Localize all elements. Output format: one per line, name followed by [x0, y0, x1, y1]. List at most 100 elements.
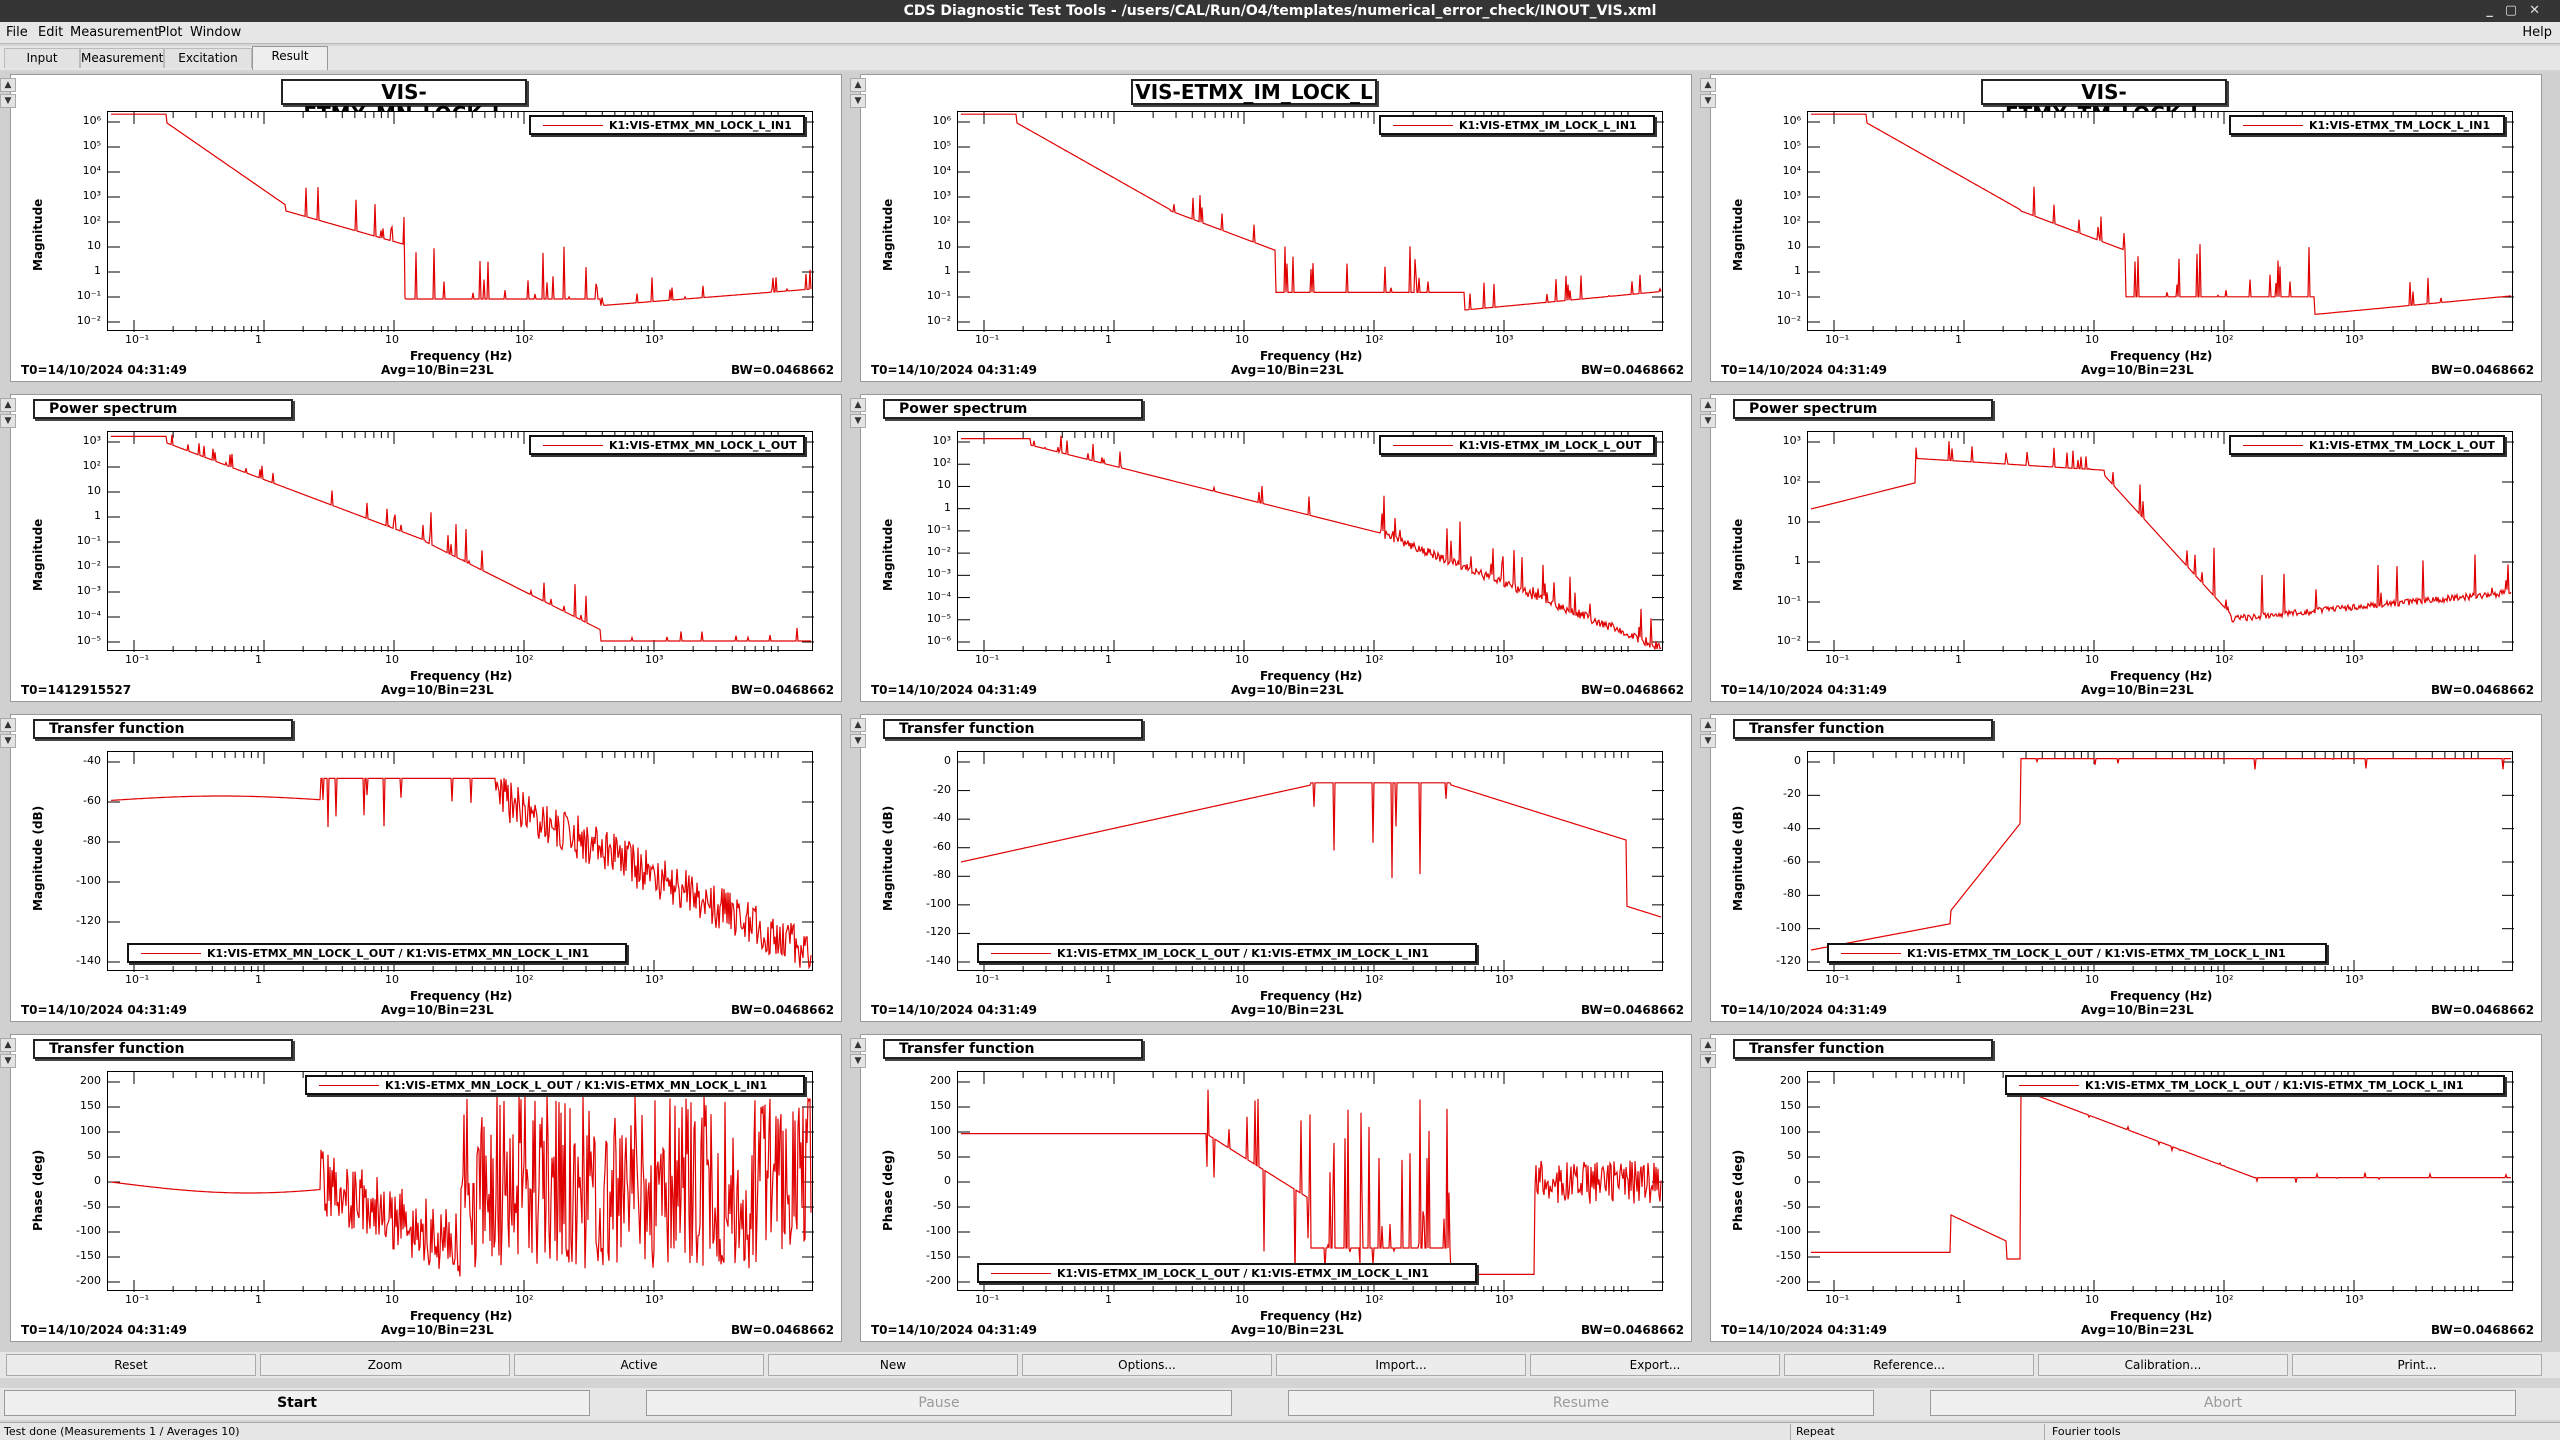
plot-frame[interactable] — [957, 1071, 1664, 1292]
plot-button-reset[interactable]: Reset — [6, 1354, 256, 1376]
plot-button-reference[interactable]: Reference... — [1784, 1354, 2034, 1376]
x-tick-label: 10³ — [2345, 1293, 2364, 1306]
panel-title[interactable]: Power spectrum — [33, 399, 293, 419]
x-tick-label: 10³ — [1495, 333, 1514, 346]
plot-frame[interactable] — [957, 431, 1664, 652]
x-tick-label: 10⁻¹ — [125, 973, 150, 986]
timestamp-label: T0=14/10/2024 04:31:49 — [21, 1003, 188, 1017]
plot-frame[interactable] — [107, 431, 814, 652]
plot-frame[interactable] — [107, 751, 814, 972]
panel-scroll-up-button[interactable]: ▲ — [0, 718, 16, 732]
panel-scroll-down-button[interactable]: ▼ — [0, 1054, 16, 1068]
menu-measurement[interactable]: Measurement — [70, 25, 160, 40]
average-info-label: Avg=10/Bin=23L — [2081, 363, 2194, 377]
panel-scroll-down-button[interactable]: ▼ — [850, 734, 866, 748]
menu-edit[interactable]: Edit — [38, 25, 64, 40]
panel-scroll-down-button[interactable]: ▼ — [0, 414, 16, 428]
panel-scroll-up-button[interactable]: ▲ — [1700, 1038, 1716, 1052]
panel-title[interactable]: Transfer function — [33, 1039, 293, 1059]
panel-title[interactable]: Transfer function — [1733, 719, 1993, 739]
plot-button-export[interactable]: Export... — [1530, 1354, 1780, 1376]
y-tick-label: 10³ — [82, 189, 101, 202]
legend-label: K1:VIS-ETMX_MN_LOCK_L_OUT / K1:VIS-ETMX_… — [385, 1079, 768, 1092]
panel-scroll-down-button[interactable]: ▼ — [850, 1054, 866, 1068]
panel-title[interactable]: Transfer function — [883, 1039, 1143, 1059]
plot-frame[interactable] — [107, 1071, 814, 1292]
panel-title[interactable]: VIS-ETMX_IM_LOCK_L — [1131, 79, 1377, 105]
panel-title[interactable]: VIS-ETMX_MN_LOCK_L — [281, 79, 527, 125]
x-tick-label: 10⁻¹ — [125, 653, 150, 666]
tab-input[interactable]: Input — [4, 48, 80, 68]
plot-button-print[interactable]: Print... — [2292, 1354, 2542, 1376]
legend-box[interactable]: K1:VIS-ETMX_MN_LOCK_L_OUT — [529, 435, 805, 455]
legend-box[interactable]: K1:VIS-ETMX_IM_LOCK_L_OUT / K1:VIS-ETMX_… — [977, 1263, 1477, 1283]
plot-frame[interactable] — [1807, 431, 2514, 652]
plot-button-options[interactable]: Options... — [1022, 1354, 1272, 1376]
plot-button-new[interactable]: New — [768, 1354, 1018, 1376]
menu-window[interactable]: Window — [190, 25, 242, 40]
tab-result[interactable]: Result — [252, 46, 328, 70]
x-tick-label: 10³ — [1495, 653, 1514, 666]
panel-scroll-down-button[interactable]: ▼ — [1700, 94, 1716, 108]
legend-box[interactable]: K1:VIS-ETMX_TM_LOCK_L_OUT / K1:VIS-ETMX_… — [2005, 1075, 2505, 1095]
plot-frame[interactable] — [957, 751, 1664, 972]
legend-box[interactable]: K1:VIS-ETMX_TM_LOCK_L_OUT — [2229, 435, 2505, 455]
panel-title[interactable]: VIS-ETMX_TM_LOCK_L — [1981, 79, 2227, 125]
legend-box[interactable]: K1:VIS-ETMX_IM_LOCK_L_IN1 — [1379, 115, 1655, 135]
panel-scroll-down-button[interactable]: ▼ — [850, 414, 866, 428]
timestamp-label: T0=14/10/2024 04:31:49 — [1721, 1323, 1888, 1337]
plot-button-zoom[interactable]: Zoom — [260, 1354, 510, 1376]
panel-scroll-up-button[interactable]: ▲ — [0, 1038, 16, 1052]
menu-file[interactable]: File — [6, 25, 28, 40]
panel-scroll-up-button[interactable]: ▲ — [850, 718, 866, 732]
x-tick-label: 10 — [1235, 653, 1249, 666]
plot-frame[interactable] — [1807, 751, 2514, 972]
plot-frame[interactable] — [1807, 1071, 2514, 1292]
legend-box[interactable]: K1:VIS-ETMX_MN_LOCK_L_OUT / K1:VIS-ETMX_… — [305, 1075, 805, 1095]
panel-scroll-down-button[interactable]: ▼ — [0, 734, 16, 748]
panel-title[interactable]: Transfer function — [33, 719, 293, 739]
y-axis-label: Phase (deg) — [31, 1149, 45, 1231]
plot-frame[interactable] — [957, 111, 1664, 332]
panel-scroll-up-button[interactable]: ▲ — [0, 78, 16, 92]
window-controls[interactable]: _▢✕ — [2486, 3, 2552, 18]
panel-scroll-down-button[interactable]: ▼ — [1700, 734, 1716, 748]
x-tick-label: 1 — [255, 973, 262, 986]
panel-title[interactable]: Power spectrum — [883, 399, 1143, 419]
panel-scroll-up-button[interactable]: ▲ — [1700, 718, 1716, 732]
panel-scroll-down-button[interactable]: ▼ — [1700, 1054, 1716, 1068]
legend-label: K1:VIS-ETMX_IM_LOCK_L_OUT — [1459, 439, 1642, 452]
panel-scroll-up-button[interactable]: ▲ — [1700, 78, 1716, 92]
menu-help[interactable]: Help — [2522, 25, 2552, 40]
menu-plot[interactable]: Plot — [158, 25, 183, 40]
plot-button-active[interactable]: Active — [514, 1354, 764, 1376]
panel-title[interactable]: Power spectrum — [1733, 399, 1993, 419]
panel-scroll-up-button[interactable]: ▲ — [850, 398, 866, 412]
panel-title[interactable]: Transfer function — [1733, 1039, 1993, 1059]
legend-box[interactable]: K1:VIS-ETMX_MN_LOCK_L_IN1 — [529, 115, 805, 135]
panel-scroll-up-button[interactable]: ▲ — [0, 398, 16, 412]
panel-scroll-down-button[interactable]: ▼ — [1700, 414, 1716, 428]
legend-box[interactable]: K1:VIS-ETMX_IM_LOCK_L_OUT — [1379, 435, 1655, 455]
legend-box[interactable]: K1:VIS-ETMX_TM_LOCK_L_OUT / K1:VIS-ETMX_… — [1827, 943, 2327, 963]
plot-frame[interactable] — [1807, 111, 2514, 332]
panel-scroll-down-button[interactable]: ▼ — [850, 94, 866, 108]
panel-title[interactable]: Transfer function — [883, 719, 1143, 739]
plot-button-import[interactable]: Import... — [1276, 1354, 1526, 1376]
legend-box[interactable]: K1:VIS-ETMX_IM_LOCK_L_OUT / K1:VIS-ETMX_… — [977, 943, 1477, 963]
plot-frame[interactable] — [107, 111, 814, 332]
legend-box[interactable]: K1:VIS-ETMX_TM_LOCK_L_IN1 — [2229, 115, 2505, 135]
panel-scroll-up-button[interactable]: ▲ — [850, 78, 866, 92]
window-title: CDS Diagnostic Test Tools - /users/CAL/R… — [903, 3, 1657, 19]
trace-canvas — [958, 752, 1664, 972]
panel-scroll-up-button[interactable]: ▲ — [850, 1038, 866, 1052]
legend-box[interactable]: K1:VIS-ETMX_MN_LOCK_L_OUT / K1:VIS-ETMX_… — [127, 943, 627, 963]
plot-button-calibration[interactable]: Calibration... — [2038, 1354, 2288, 1376]
y-tick-label: 1 — [1794, 264, 1801, 277]
tab-measurement[interactable]: Measurement — [80, 48, 164, 68]
y-tick-label: 10 — [937, 239, 951, 252]
panel-scroll-down-button[interactable]: ▼ — [0, 94, 16, 108]
tab-excitation[interactable]: Excitation — [164, 48, 252, 68]
start-button[interactable]: Start — [4, 1390, 590, 1416]
panel-scroll-up-button[interactable]: ▲ — [1700, 398, 1716, 412]
